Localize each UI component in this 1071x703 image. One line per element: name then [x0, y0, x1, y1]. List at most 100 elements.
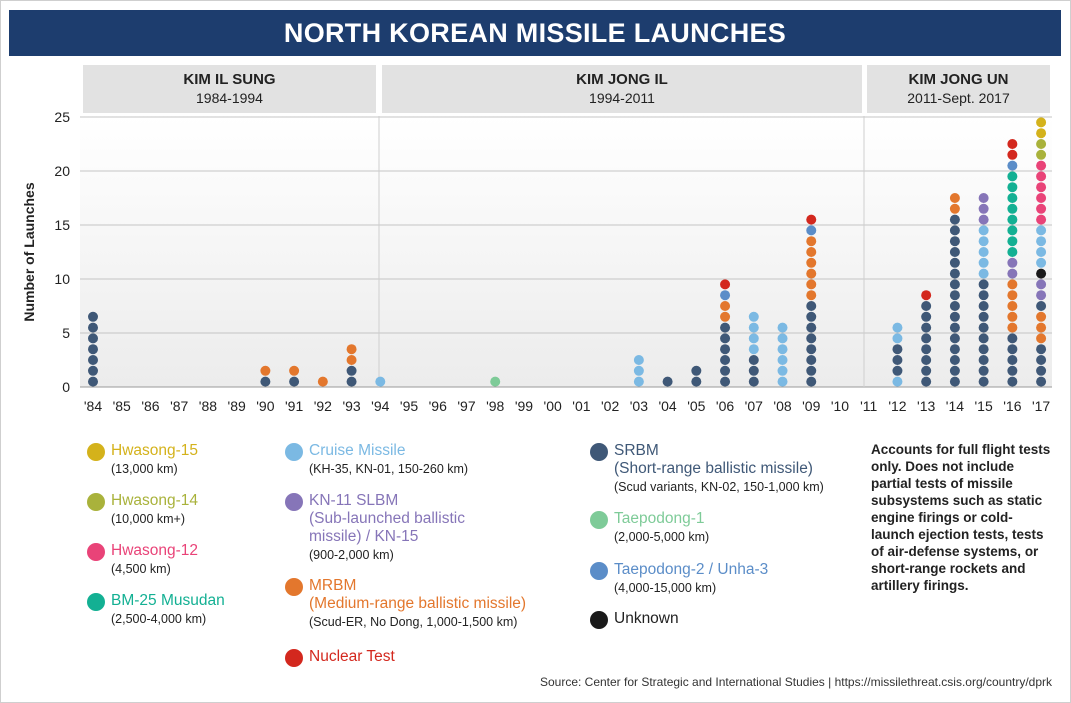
launch-dot-nuclear	[1007, 139, 1018, 149]
launch-dot-srbm	[260, 376, 271, 387]
launch-dot-hwasong12	[1036, 182, 1047, 193]
launch-dot-srbm	[691, 365, 702, 376]
x-tick-label: '96	[429, 398, 447, 414]
x-tick-label: '95	[400, 398, 418, 414]
x-tick-label: '06	[716, 398, 734, 414]
launch-dot-cruise	[633, 376, 644, 387]
launch-dot-cruise	[748, 311, 759, 322]
launch-dot-mrbm	[806, 236, 817, 247]
launch-dot-taepodong2	[806, 225, 817, 236]
launch-dot-srbm	[978, 301, 989, 311]
launch-dot-srbm	[921, 376, 932, 387]
y-tick-label: 0	[62, 379, 70, 395]
launch-dot-srbm	[949, 214, 960, 225]
launch-dot-srbm	[978, 279, 989, 290]
launch-dot-srbm	[978, 290, 989, 301]
launch-dot-cruise	[978, 268, 989, 279]
launch-dot-taepodong2	[720, 290, 731, 301]
launch-dot-srbm	[921, 365, 932, 376]
launch-dot-srbm	[978, 365, 989, 376]
launch-dot-srbm	[978, 355, 989, 365]
era-kim-il-sung: KIM IL SUNG 1984-1994	[83, 65, 376, 113]
legend-swatch	[87, 443, 105, 461]
y-axis-label: Number of Launches	[21, 182, 37, 321]
launch-dot-cruise	[777, 322, 788, 333]
launch-dot-mrbm	[1007, 301, 1018, 311]
legend-range: (Scud variants, KN-02, 150-1,000 km)	[614, 480, 824, 494]
launch-dot-musudan	[1007, 182, 1018, 193]
launch-dot-srbm	[1036, 365, 1047, 376]
legend-swatch	[590, 611, 608, 629]
x-tick-label: '98	[486, 398, 504, 414]
launch-dot-srbm	[921, 355, 932, 365]
launch-dot-srbm	[806, 355, 817, 365]
x-tick-label: '94	[371, 398, 389, 414]
launch-dot-srbm	[892, 344, 903, 355]
launch-dot-hwasong15	[1036, 128, 1047, 139]
launch-dot-hwasong12	[1036, 171, 1047, 182]
legend-range: (10,000 km+)	[111, 512, 185, 526]
launch-dot-srbm	[892, 365, 903, 376]
launch-dot-cruise	[777, 376, 788, 387]
legend-range: (2,000-5,000 km)	[614, 530, 710, 544]
launch-dot-srbm	[720, 376, 731, 387]
launch-dot-srbm	[921, 301, 932, 311]
legend-label: BM-25 Musudan	[111, 592, 225, 609]
legend-swatch	[87, 493, 105, 511]
launch-dot-cruise	[748, 333, 759, 344]
launch-dot-slbm	[1007, 257, 1018, 268]
x-tick-label: '09	[802, 398, 820, 414]
launch-dot-srbm	[978, 311, 989, 322]
launch-dot-srbm	[949, 268, 960, 279]
launch-dot-mrbm	[317, 376, 328, 387]
launch-dot-srbm	[806, 301, 817, 311]
launch-dot-srbm	[289, 376, 300, 387]
launch-dot-srbm	[748, 355, 759, 365]
launch-dot-cruise	[748, 322, 759, 333]
launch-dot-cruise	[748, 344, 759, 355]
launch-dot-srbm	[720, 365, 731, 376]
legend-range: (4,000-15,000 km)	[614, 581, 717, 595]
launch-dot-srbm	[806, 365, 817, 376]
legend-label: Taepodong-1	[614, 510, 705, 527]
launch-dot-cruise	[1036, 225, 1047, 236]
x-tick-label: '93	[342, 398, 360, 414]
launch-dot-musudan	[1007, 247, 1018, 257]
x-tick-label: '90	[256, 398, 274, 414]
launch-dot-srbm	[88, 376, 98, 387]
launch-dot-cruise	[375, 376, 386, 387]
launch-dot-musudan	[1007, 171, 1018, 182]
launch-dot-mrbm	[949, 203, 960, 214]
era-years: 1994-2011	[589, 90, 655, 106]
launch-dot-slbm	[978, 193, 989, 203]
legend-range: (13,000 km)	[111, 462, 178, 476]
y-tick-label: 20	[54, 163, 70, 179]
launch-dot-mrbm	[949, 193, 960, 203]
legend-swatch	[285, 649, 303, 667]
launch-dot-taepodong2	[1007, 160, 1018, 171]
launch-dot-srbm	[720, 333, 731, 344]
launch-dot-srbm	[1007, 344, 1018, 355]
launch-dot-srbm	[88, 365, 98, 376]
launch-dot-mrbm	[1036, 333, 1047, 344]
launch-dot-nuclear	[1007, 149, 1018, 160]
launch-dot-mrbm	[1007, 322, 1018, 333]
launch-dot-mrbm	[806, 268, 817, 279]
x-tick-label: '92	[314, 398, 332, 414]
launch-dot-srbm	[88, 355, 98, 365]
launch-dot-taepodong1	[490, 376, 501, 387]
launch-dot-cruise	[1036, 236, 1047, 247]
launch-dot-musudan	[1007, 214, 1018, 225]
legend-swatch	[285, 443, 303, 461]
x-tick-label: '16	[1003, 398, 1021, 414]
legend-label: SRBM (Short-range ballistic missile)	[614, 442, 813, 477]
launch-dot-srbm	[346, 365, 357, 376]
legend-swatch	[285, 578, 303, 596]
x-tick-label: '14	[946, 398, 964, 414]
legend-label: Hwasong-14	[111, 492, 199, 509]
launch-dot-srbm	[88, 344, 98, 355]
x-tick-label: '12	[888, 398, 906, 414]
launch-dot-srbm	[978, 322, 989, 333]
launch-dot-hwasong12	[1036, 193, 1047, 203]
x-tick-label: '04	[658, 398, 676, 414]
